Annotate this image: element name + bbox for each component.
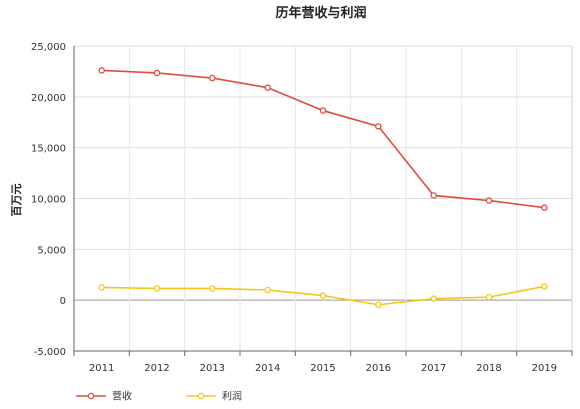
data-point[interactable] [541, 204, 548, 211]
x-tick-label: 2015 [310, 363, 335, 374]
data-point[interactable] [375, 123, 382, 130]
y-tick-label: 15,000 [31, 144, 66, 155]
x-tick-label: 2018 [476, 363, 501, 374]
data-point[interactable] [485, 197, 493, 204]
data-point[interactable] [264, 286, 271, 294]
legend-label[interactable]: 营收 [112, 390, 132, 403]
legend-label[interactable]: 利润 [222, 390, 242, 403]
legend-swatch-marker [197, 392, 205, 400]
y-tick-label: 25,000 [31, 42, 66, 53]
legend-swatch-marker [87, 392, 95, 400]
axes: -5,000 0 5,000 10,000 15,000 20,000 25,000 2011… [31, 42, 573, 374]
data-point[interactable] [153, 285, 161, 292]
series [98, 67, 548, 308]
chart-title: 历年营收与利润 [275, 5, 366, 21]
data-point[interactable] [264, 84, 271, 91]
x-tick-label: 2013 [200, 363, 225, 374]
y-tick-label: 5,000 [37, 245, 66, 256]
x-tick-label: 2019 [532, 363, 557, 374]
data-point[interactable] [430, 192, 437, 199]
x-tick-label: 2012 [144, 363, 169, 374]
y-tick-label: 20,000 [31, 93, 66, 104]
data-point[interactable] [430, 295, 437, 302]
data-point[interactable] [541, 283, 548, 290]
data-point[interactable] [209, 285, 216, 292]
data-point[interactable] [98, 67, 105, 74]
grid [74, 45, 572, 352]
y-tick-label: 10,000 [31, 195, 66, 206]
y-tick-label: 0 [60, 296, 66, 307]
data-point[interactable] [319, 292, 327, 299]
data-point[interactable] [319, 107, 327, 114]
series-line-1 [101, 69, 545, 209]
x-tick-label: 2016 [366, 363, 391, 374]
x-tick-label: 2011 [89, 363, 114, 374]
x-tick-label: 2014 [255, 363, 280, 374]
y-axis-label: 百万元 [10, 184, 23, 217]
legend: 营收 利润 [76, 390, 242, 403]
data-point[interactable] [98, 284, 105, 291]
data-point[interactable] [153, 69, 161, 77]
x-tick-label: 2017 [421, 363, 446, 374]
data-point[interactable] [375, 301, 382, 308]
data-point[interactable] [209, 74, 216, 82]
data-point[interactable] [485, 293, 493, 301]
y-tick-label: -5,000 [34, 347, 66, 358]
